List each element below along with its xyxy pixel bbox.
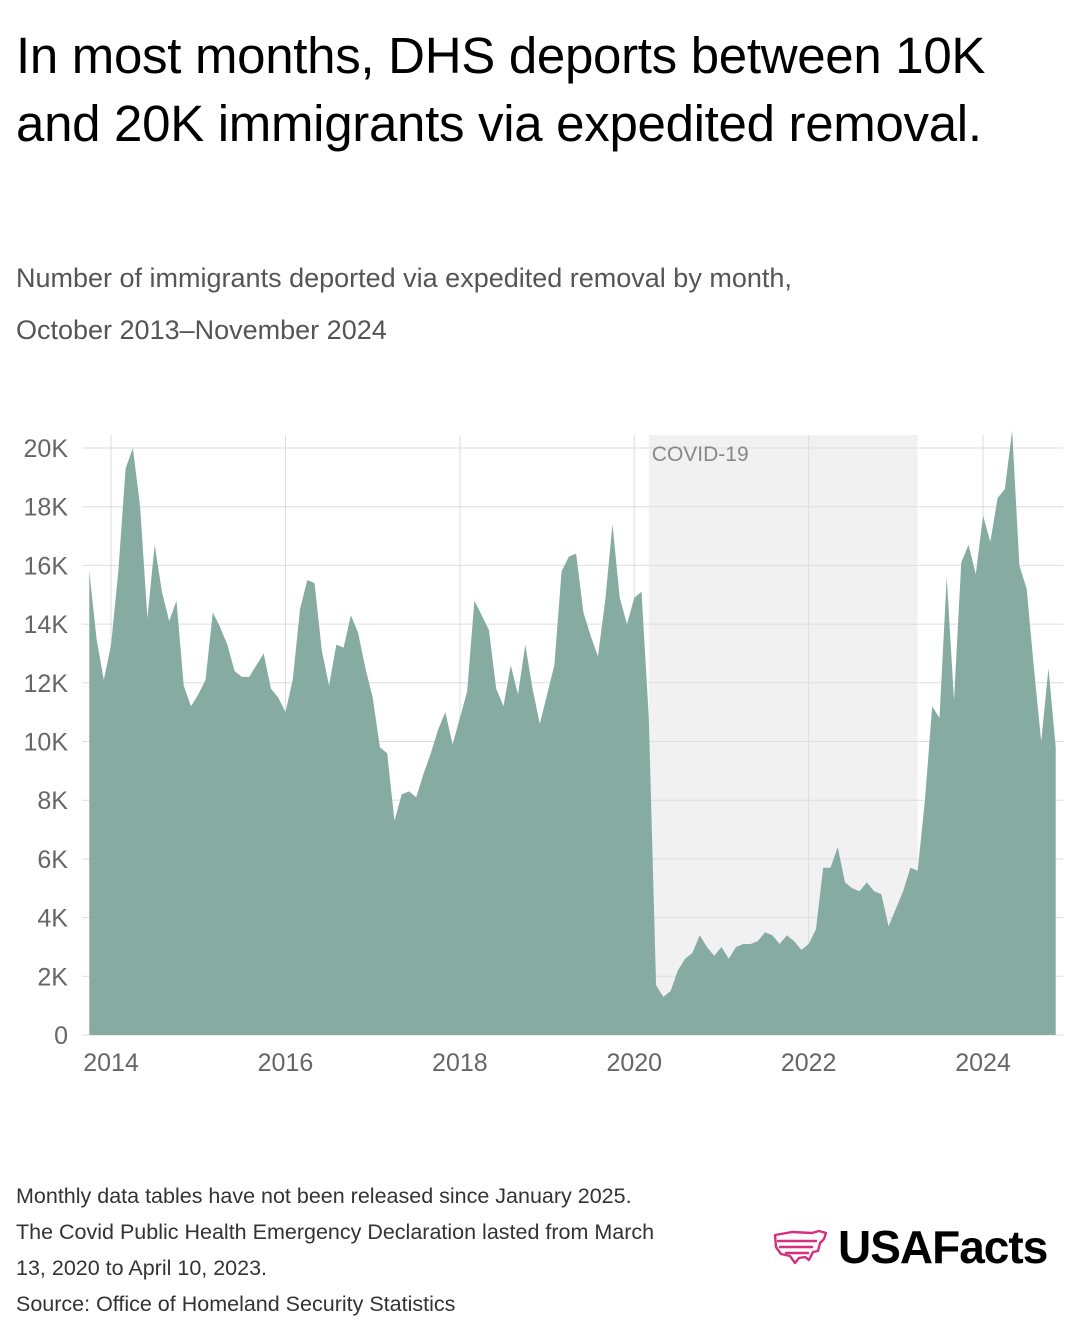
footer-note-2: The Covid Public Health Emergency Declar… <box>16 1220 655 1244</box>
x-tick-label: 2014 <box>83 1049 139 1077</box>
area-series <box>89 430 1056 1035</box>
y-tick-label: 18K <box>24 494 69 522</box>
footer-note-1: Monthly data tables have not been releas… <box>16 1184 632 1208</box>
chart-title: In most months, DHS deports between 10K … <box>16 27 986 152</box>
y-tick-label: 20K <box>24 435 69 463</box>
y-tick-label: 0 <box>54 1022 68 1050</box>
subtitle-line-1: Number of immigrants deported via expedi… <box>16 263 792 293</box>
us-map-outline-icon <box>773 1229 828 1265</box>
x-tick-label: 2018 <box>432 1049 488 1077</box>
chart-footer: Monthly data tables have not been releas… <box>16 1178 756 1322</box>
x-tick-label: 2016 <box>258 1049 314 1077</box>
x-tick-label: 2020 <box>606 1049 662 1077</box>
usafacts-logo: USAFacts <box>772 1220 1048 1274</box>
x-tick-label: 2022 <box>781 1049 837 1077</box>
y-tick-label: 4K <box>37 905 68 933</box>
y-tick-label: 12K <box>24 670 69 698</box>
x-tick-label: 2024 <box>955 1049 1011 1077</box>
y-tick-label: 8K <box>37 787 68 815</box>
y-tick-label: 2K <box>37 963 68 991</box>
expedited-removal-area-chart: 0 2K 4K 6K 8K 10K 12K 14K 16K 18K 20K 2014 2016 2018 2… <box>24 430 1063 1077</box>
footer-source: Source: Office of Homeland Security Stat… <box>16 1292 456 1316</box>
subtitle-line-2: October 2013–November 2024 <box>16 315 387 345</box>
covid-label: COVID-19 <box>652 443 749 466</box>
y-tick-label: 10K <box>24 729 69 757</box>
chart-subtitle: Number of immigrants deported via expedi… <box>16 252 1056 356</box>
y-tick-label: 14K <box>24 611 69 639</box>
y-tick-label: 16K <box>24 552 69 580</box>
footer-note-3: 13, 2020 to April 10, 2023. <box>16 1256 268 1280</box>
y-tick-label: 6K <box>37 846 68 874</box>
logo-text: USAFacts <box>838 1221 1048 1273</box>
